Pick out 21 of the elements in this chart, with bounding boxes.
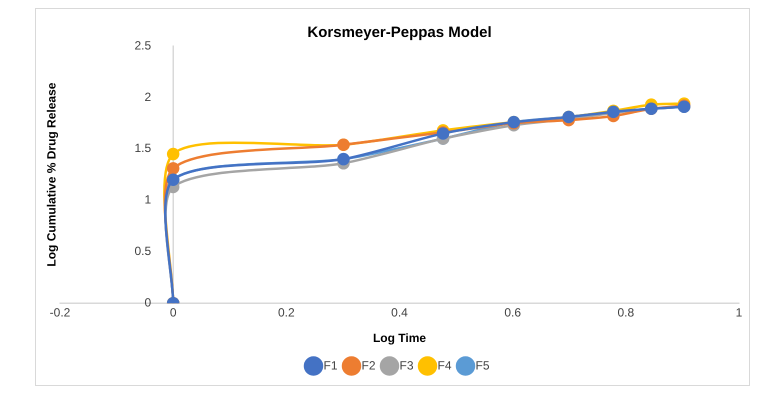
y-tick-label: 0: [144, 296, 152, 310]
x-tick-label: -0.2: [50, 306, 71, 320]
x-tick-label: 0.6: [504, 306, 522, 320]
x-tick-label: 0: [170, 306, 177, 320]
x-tick-label: 0.4: [391, 306, 408, 320]
y-tick-label: 0.5: [134, 244, 152, 258]
legend-label: F2: [361, 358, 376, 372]
y-tick-label: 1: [144, 192, 152, 207]
x-axis-title: Log Time: [372, 331, 426, 346]
x-tick-label: 1: [736, 306, 743, 320]
x-tick-label: 0.8: [617, 306, 634, 320]
y-tick-label: 2.5: [134, 38, 152, 52]
legend-label: F1: [323, 358, 338, 372]
legend-label: F3: [400, 358, 414, 372]
legend-label: F4: [438, 358, 452, 372]
y-tick-label: 2: [144, 90, 152, 104]
legend-label: F5: [476, 358, 490, 372]
x-tick-label: 0.2: [278, 306, 295, 320]
y-axis-title: Log Cumulative % Drug Release: [44, 82, 58, 267]
y-tick-label: 1.5: [134, 141, 152, 156]
chart-title: Korsmeyer-Peppas Model: [307, 24, 492, 42]
